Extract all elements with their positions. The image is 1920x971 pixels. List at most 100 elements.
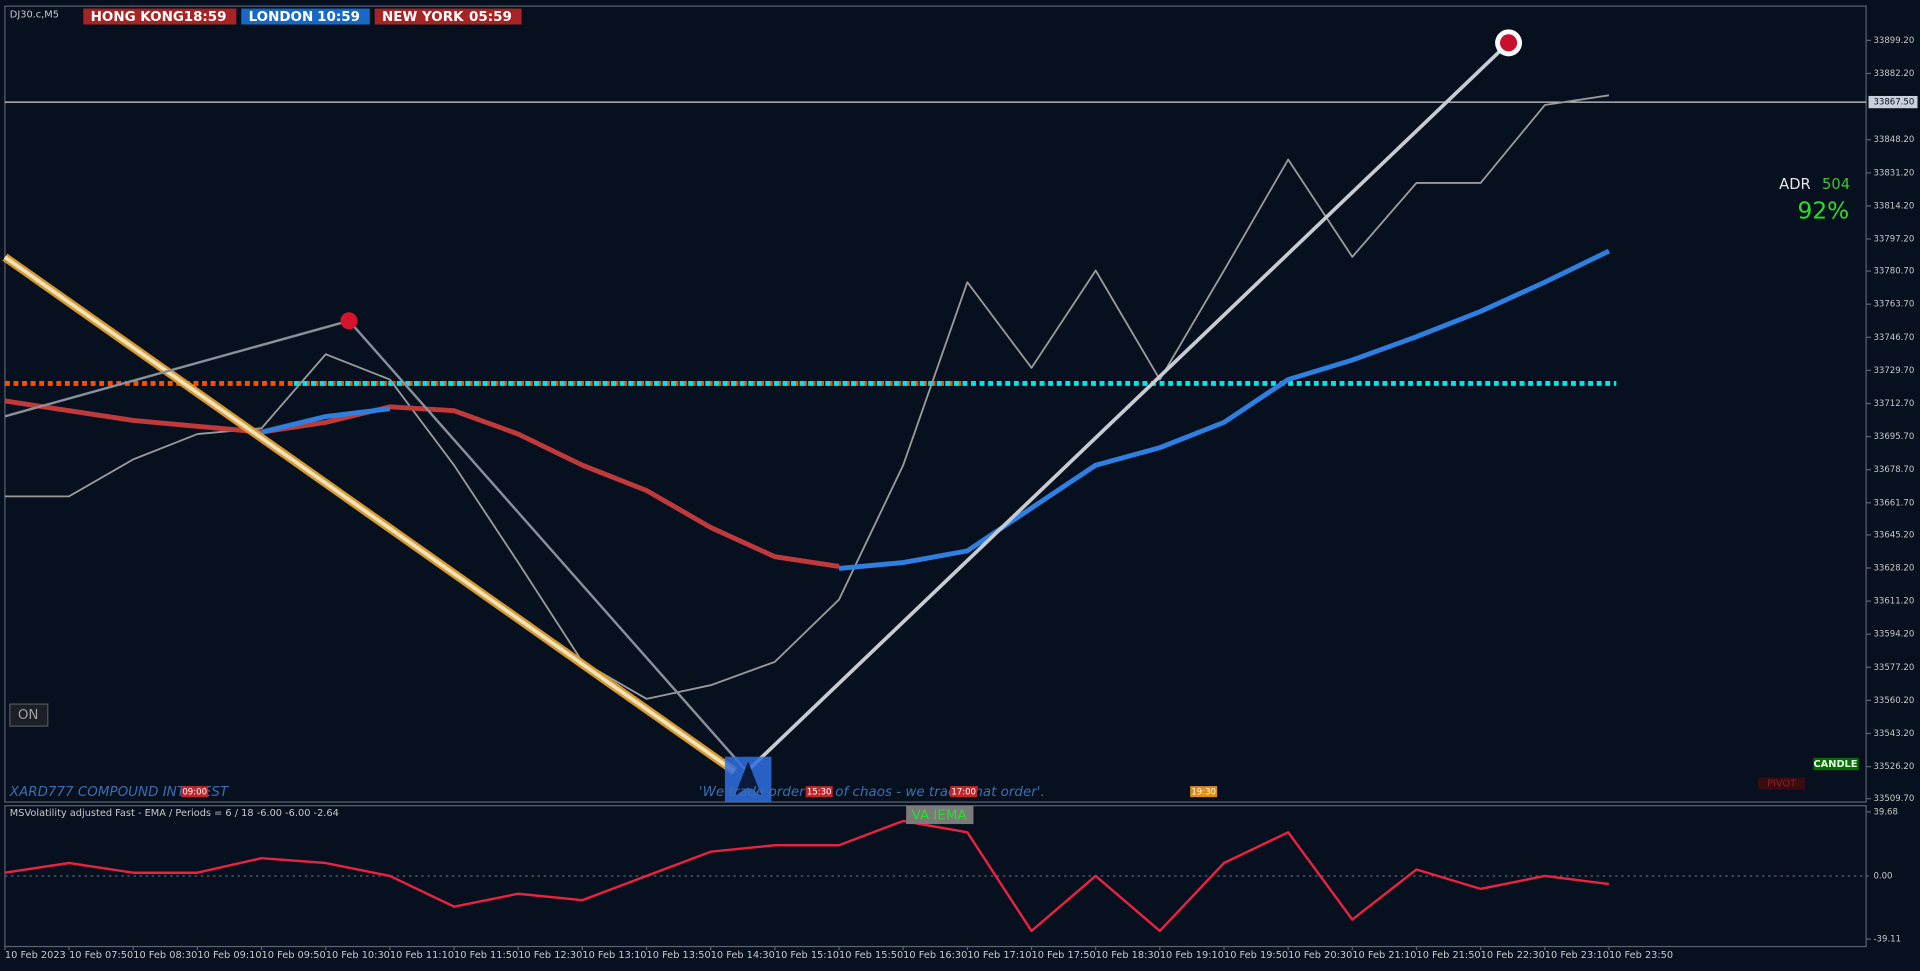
session-name: NEW YORK xyxy=(382,10,464,25)
x-tick-label: 10 Feb 16:30 xyxy=(903,950,967,961)
session-name: LONDON xyxy=(249,10,314,25)
session-mark-box xyxy=(805,786,833,798)
session-mark-box xyxy=(950,786,978,798)
quote: 'We trade order out of chaos - we trade … xyxy=(699,785,1045,800)
y-tick-label: 33899.20 xyxy=(1873,36,1914,46)
x-tick-label: 10 Feb 19:50 xyxy=(1224,950,1288,961)
y-tick-label: 33611.20 xyxy=(1873,597,1914,607)
y-tick-label: -39.11 xyxy=(1873,935,1901,945)
trendline xyxy=(348,319,748,773)
session-box xyxy=(374,8,522,25)
current-price-box xyxy=(1868,95,1918,109)
trendline xyxy=(745,41,1510,773)
y-tick-label: 33577.20 xyxy=(1873,663,1914,673)
indicator-badge: VA IEMA xyxy=(912,808,968,823)
candle-button-label[interactable]: CANDLE xyxy=(1814,759,1858,770)
pivot-dot xyxy=(340,312,358,330)
sessions: HONG KONG 18:59 LONDON 10:59 NEW YORK 05:59 xyxy=(83,8,522,25)
logo-icon xyxy=(734,761,762,796)
y-tick-label: 33526.20 xyxy=(1873,762,1914,772)
y-tick-label: 33712.70 xyxy=(1873,399,1914,409)
x-tick-label: 10 Feb 23:50 xyxy=(1609,950,1673,961)
x-tick-label: 10 Feb 21:10 xyxy=(1352,950,1416,961)
session-mark: 15:30 xyxy=(807,788,832,798)
y-tick-label: 33695.70 xyxy=(1873,432,1914,442)
y-tick-label: 0.00 xyxy=(1873,871,1892,881)
x-tick-label: 10 Feb 11:10 xyxy=(390,950,454,961)
series-line xyxy=(4,94,1610,700)
pivot-button-label[interactable]: PIVOT xyxy=(1767,779,1796,790)
series-line xyxy=(4,398,840,569)
series-line xyxy=(260,248,1611,571)
y-tick-label: 33661.70 xyxy=(1873,498,1914,508)
toggle[interactable]: ON xyxy=(18,708,39,723)
y-tick-label: 33560.20 xyxy=(1873,696,1914,706)
candle-button[interactable] xyxy=(1813,757,1859,771)
indicator-badge-box xyxy=(906,805,974,825)
y-tick-label: 33780.70 xyxy=(1873,267,1914,277)
y-tick-label: 33729.70 xyxy=(1873,366,1914,376)
y-tick-label: 33831.20 xyxy=(1873,168,1914,178)
x-tick-label: 10 Feb 07:50 xyxy=(69,950,133,961)
x-tick-label: 10 Feb 19:10 xyxy=(1160,950,1224,961)
y-tick-label: 33882.20 xyxy=(1873,69,1914,79)
pivot-dot xyxy=(1499,34,1518,52)
y-tick-label: 33814.20 xyxy=(1873,201,1914,211)
y-tick-label: 39.68 xyxy=(1873,807,1898,817)
session-box xyxy=(241,8,370,25)
session-mark: 09:00 xyxy=(182,788,207,798)
brand: XARD777 COMPOUND INTEREST xyxy=(9,785,230,800)
current-price-label: 33867.50 xyxy=(1873,98,1914,108)
y-tick-label: 33543.20 xyxy=(1873,729,1914,739)
y-tick-label: 33848.20 xyxy=(1873,135,1914,145)
session-time: 05:59 xyxy=(469,10,512,25)
x-tick-label: 10 Feb 11:50 xyxy=(454,950,518,961)
x-tick-label: 10 Feb 14:30 xyxy=(711,950,775,961)
adr-value: 504 xyxy=(1822,176,1850,193)
y-tick-label: 33509.70 xyxy=(1873,794,1914,804)
session-time: 10:59 xyxy=(317,10,360,25)
x-tick-label: 10 Feb 2023 xyxy=(5,950,66,961)
y-tick-label: 33797.20 xyxy=(1873,234,1914,244)
indicator-title: MSVolatility adjusted Fast - EMA / Perio… xyxy=(10,808,339,819)
x-tick-label: 10 Feb 17:50 xyxy=(1032,950,1096,961)
series-line xyxy=(4,819,1610,933)
y-tick-label: 33763.70 xyxy=(1873,300,1914,310)
pivot-button[interactable] xyxy=(1758,777,1805,790)
session-mark: 19:30 xyxy=(1191,788,1216,798)
channel-line xyxy=(3,255,736,773)
x-tick-label: 10 Feb 22:30 xyxy=(1481,950,1545,961)
adr-percent: 92% xyxy=(1798,197,1850,224)
x-tick-label: 10 Feb 09:50 xyxy=(262,950,326,961)
x-tick-label: 10 Feb 10:30 xyxy=(326,950,390,961)
y-tick-label: 33594.20 xyxy=(1873,630,1914,640)
y-tick-label: 33678.70 xyxy=(1873,465,1914,475)
x-tick-label: 10 Feb 20:30 xyxy=(1288,950,1352,961)
symbol: DJ30.c,M5 xyxy=(10,10,59,21)
x-tick-label: 10 Feb 18:30 xyxy=(1096,950,1160,961)
adr-label: ADR xyxy=(1779,176,1811,193)
session-mark-box xyxy=(181,786,209,798)
session-time: 18:59 xyxy=(184,10,227,25)
session-mark-box xyxy=(1190,786,1218,798)
y-tick-label: 33746.70 xyxy=(1873,333,1914,343)
y-tick-label: 33645.20 xyxy=(1873,530,1914,540)
trendline xyxy=(4,319,350,418)
x-tick-label: 10 Feb 15:10 xyxy=(775,950,839,961)
x-tick-label: 10 Feb 15:50 xyxy=(839,950,903,961)
session-marks: 09:00 15:30 17:00 19:30 xyxy=(181,786,1218,798)
x-tick-label: 10 Feb 21:50 xyxy=(1416,950,1480,961)
x-tick-label: 10 Feb 13:10 xyxy=(582,950,646,961)
y-tick-label: 33628.20 xyxy=(1873,564,1914,574)
x-tick-label: 10 Feb 17:10 xyxy=(967,950,1031,961)
x-tick-label: 10 Feb 09:10 xyxy=(197,950,261,961)
session-name: HONG KONG xyxy=(91,10,184,25)
x-tick-label: 10 Feb 23:10 xyxy=(1545,950,1609,961)
x-tick-label: 10 Feb 13:50 xyxy=(647,950,711,961)
session-box xyxy=(83,8,237,25)
x-tick-label: 10 Feb 08:30 xyxy=(133,950,197,961)
toggle-box[interactable] xyxy=(9,703,49,727)
x-tick-label: 10 Feb 12:30 xyxy=(518,950,582,961)
